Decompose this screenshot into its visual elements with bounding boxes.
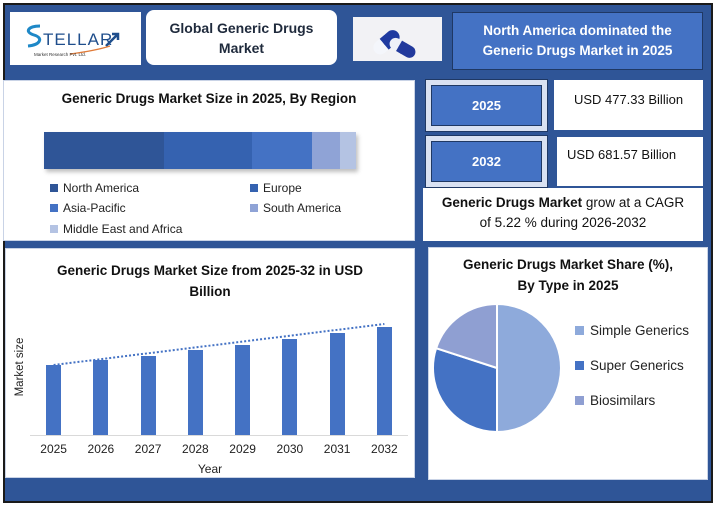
stack-segment-europe bbox=[163, 132, 252, 169]
bar-2028 bbox=[187, 350, 203, 435]
x-tick-label: 2029 bbox=[229, 442, 256, 456]
stat-year-2025-badge: 2025 bbox=[425, 79, 548, 132]
pie-slice-simple-generics bbox=[496, 302, 562, 434]
trendline bbox=[53, 323, 385, 366]
market-size-chart-title: Generic Drugs Market Size from 2025-32 i… bbox=[6, 260, 414, 302]
callout-text: North America dominated the Generic Drug… bbox=[482, 23, 673, 58]
chart-title-line1: Generic Drugs Market Size from 2025-32 i… bbox=[56, 263, 364, 278]
page-title: Global Generic Drugs Market bbox=[146, 10, 337, 65]
legend-swatch bbox=[575, 326, 584, 335]
legend-swatch bbox=[250, 184, 258, 192]
stellar-logo-icon: TELLAR Market Research Pvt. Ltd. bbox=[26, 24, 120, 57]
legend-label: South America bbox=[263, 201, 342, 215]
page-title-text: Global Generic Drugs Market bbox=[169, 19, 314, 56]
pie-slice-biosimilars bbox=[434, 302, 498, 370]
legend-label: North America bbox=[63, 181, 140, 195]
bar-2031 bbox=[329, 333, 345, 435]
pie-slice-super-generics bbox=[432, 346, 498, 434]
legend-label: Super Generics bbox=[590, 358, 684, 373]
stack-segment-asia-pacific bbox=[251, 132, 312, 169]
stack-segment-north-america bbox=[44, 132, 164, 169]
x-tick-label: 2030 bbox=[276, 442, 304, 456]
legend-item: Middle East and Africa bbox=[50, 222, 182, 236]
capsule-image bbox=[353, 17, 442, 61]
pie-legend-item: Simple Generics bbox=[575, 323, 689, 338]
legend-label: Simple Generics bbox=[590, 323, 690, 338]
chart-title-line2: Billion bbox=[189, 284, 231, 299]
x-axis-line bbox=[30, 435, 408, 436]
bar-2027 bbox=[140, 355, 156, 435]
region-stacked-bar bbox=[44, 132, 356, 169]
stat-value-2032: USD 681.57 Billion bbox=[557, 137, 703, 186]
legend-item: Europe bbox=[250, 181, 302, 195]
x-tick-label: 2026 bbox=[87, 442, 115, 456]
stat-year-2032: 2032 bbox=[431, 141, 542, 182]
pie-legend-item: Super Generics bbox=[575, 358, 684, 373]
y-axis-label: Market size bbox=[14, 337, 26, 397]
x-tick-label: 2031 bbox=[323, 442, 351, 456]
key-insight-callout: North America dominated the Generic Drug… bbox=[452, 12, 703, 70]
cagr-subject: Generic Drugs Market bbox=[441, 195, 583, 210]
x-axis-label: Year bbox=[197, 462, 223, 476]
region-chart-panel: Generic Drugs Market Size in 2025, By Re… bbox=[3, 80, 415, 241]
bar-2030 bbox=[282, 339, 298, 435]
pie-title-line1: Generic Drugs Market Share (%), bbox=[462, 257, 674, 272]
legend-swatch bbox=[50, 225, 58, 233]
bar-plot-area bbox=[30, 311, 408, 435]
stellar-logo: TELLAR Market Research Pvt. Ltd. bbox=[10, 12, 141, 65]
bar-2032 bbox=[376, 327, 392, 435]
stat-value-2025: USD 477.33 Billion bbox=[554, 80, 703, 130]
legend-item: Asia-Pacific bbox=[50, 201, 126, 215]
stack-segment-middle-east-and-africa bbox=[340, 132, 356, 169]
pie-title-line2: By Type in 2025 bbox=[517, 278, 619, 293]
pie-legend-item: Biosimilars bbox=[575, 393, 655, 408]
legend-swatch bbox=[575, 361, 584, 370]
bar-2025 bbox=[46, 365, 62, 435]
cagr-summary: Generic Drugs Market grow at a CAGR of 5… bbox=[423, 188, 703, 241]
legend-label: Asia-Pacific bbox=[63, 201, 126, 215]
stat-value-2032-text: USD 681.57 Billion bbox=[567, 147, 677, 162]
cagr-text-1: grow at a CAGR bbox=[582, 195, 685, 210]
market-size-chart-panel: Generic Drugs Market Size from 2025-32 i… bbox=[5, 248, 415, 478]
svg-text:Market Research Pvt. Ltd.: Market Research Pvt. Ltd. bbox=[34, 52, 86, 57]
stat-year-2025: 2025 bbox=[431, 85, 542, 126]
legend-swatch bbox=[250, 204, 258, 212]
region-chart-title: Generic Drugs Market Size in 2025, By Re… bbox=[61, 91, 357, 106]
pie-chart bbox=[432, 302, 562, 434]
capsule-pills-icon bbox=[373, 30, 416, 58]
legend-label: Biosimilars bbox=[590, 393, 656, 408]
x-tick-label: 2028 bbox=[182, 442, 209, 456]
legend-swatch bbox=[50, 204, 58, 212]
stack-segment-south-america bbox=[311, 132, 341, 169]
x-tick-label: 2027 bbox=[134, 442, 162, 456]
type-share-chart-panel: Generic Drugs Market Share (%), By Type … bbox=[428, 247, 708, 480]
legend-item: North America bbox=[50, 181, 139, 195]
legend-swatch bbox=[575, 396, 584, 405]
legend-swatch bbox=[50, 184, 58, 192]
svg-text:TELLAR: TELLAR bbox=[43, 30, 113, 49]
legend-label: Middle East and Africa bbox=[63, 222, 183, 236]
x-tick-label: 2025 bbox=[40, 442, 67, 456]
bar-2026 bbox=[93, 360, 109, 435]
legend-label: Europe bbox=[263, 181, 302, 195]
cagr-text-2: of 5.22 % during 2026-2032 bbox=[479, 215, 647, 230]
bar-2029 bbox=[235, 344, 251, 435]
x-tick-label: 2032 bbox=[371, 442, 398, 456]
type-share-chart-title: Generic Drugs Market Share (%), By Type … bbox=[429, 254, 707, 296]
stat-value-2025-text: USD 477.33 Billion bbox=[573, 92, 684, 107]
stat-year-2032-badge: 2032 bbox=[425, 135, 548, 188]
legend-item: South America bbox=[250, 201, 341, 215]
